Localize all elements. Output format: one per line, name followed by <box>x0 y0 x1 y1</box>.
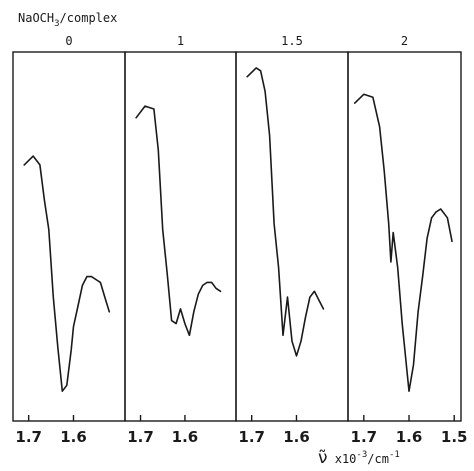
panel-frame <box>124 51 237 422</box>
spectrum-line <box>246 67 325 357</box>
x-axis-sup2: -1 <box>389 450 400 460</box>
x-tick-label: 1.7 <box>127 428 154 446</box>
x-tick-label: 1.5 <box>441 428 468 446</box>
legend-title-tail: /complex <box>60 11 118 25</box>
x-axis-sup1: -3 <box>356 450 367 460</box>
panel: 2 1.7 1.6 1.5 <box>347 34 468 446</box>
panel-label: 2 <box>401 34 408 48</box>
x-tick-label: 1.6 <box>283 428 310 446</box>
x-axis-label: ν̃ x10-3/cm-1 <box>318 448 400 468</box>
legend-title-base: NaOCH <box>18 11 54 25</box>
panel: 1.5 1.7 1.6 <box>235 34 349 446</box>
panel-frame <box>347 51 462 422</box>
x-tick-label: 1.7 <box>15 428 42 446</box>
legend-title-sub: 3 <box>54 19 59 29</box>
spectrum-line <box>354 93 453 392</box>
spectrum-line <box>23 155 111 392</box>
x-axis-text2: /cm <box>367 452 389 466</box>
panels-group: 0 1.7 1.6 1 1.7 1.6 1.5 1.7 1.6 2 1.7 1.6 1.5 <box>12 34 468 446</box>
x-tick-label: 1.7 <box>351 428 378 446</box>
panel-label: 1.5 <box>281 34 303 48</box>
x-axis-symbol: ν̃ <box>318 448 328 468</box>
spectrum-line <box>135 105 222 337</box>
legend-title: NaOCH3/complex <box>18 11 117 29</box>
panel-label: 1 <box>177 34 184 48</box>
x-tick-label: 1.6 <box>60 428 87 446</box>
x-tick-label: 1.6 <box>396 428 423 446</box>
panel-frame <box>235 51 349 422</box>
x-tick-label: 1.7 <box>238 428 265 446</box>
x-tick-label: 1.6 <box>172 428 199 446</box>
panel: 1 1.7 1.6 <box>124 34 237 446</box>
panel-label: 0 <box>65 34 72 48</box>
x-axis-text1: x10 <box>328 452 357 466</box>
panel: 0 1.7 1.6 <box>12 34 126 446</box>
